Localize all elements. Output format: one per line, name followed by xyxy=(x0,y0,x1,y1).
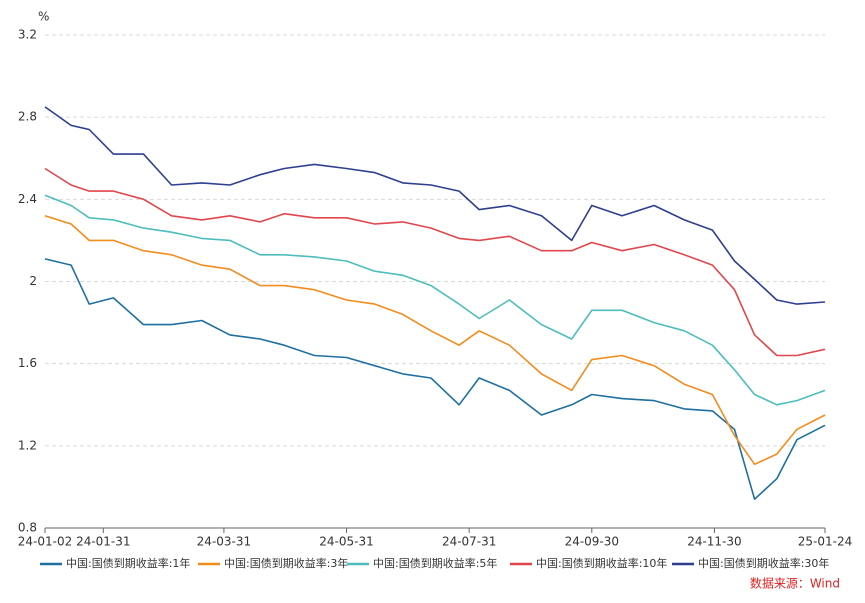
y-tick-label: 2 xyxy=(29,274,37,288)
legend-item: 中国:国债到期收益率:30年 xyxy=(672,556,829,570)
x-tick-label: 24-01-31 xyxy=(76,535,130,549)
x-tick-label: 24-07-31 xyxy=(442,535,496,549)
y-unit: % xyxy=(38,10,49,24)
x-tick-label: 24-11-30 xyxy=(687,535,741,549)
legend-item: 中国:国债到期收益率:3年 xyxy=(198,556,348,570)
series-line xyxy=(44,194,826,406)
y-tick-label: 2.8 xyxy=(18,110,37,124)
legend-label: 中国:国债到期收益率:3年 xyxy=(224,556,348,570)
y-tick-label: 0.8 xyxy=(18,521,37,535)
x-tick-label: 24-05-31 xyxy=(319,535,373,549)
legend-item: 中国:国债到期收益率:1年 xyxy=(40,556,190,570)
legend-label: 中国:国债到期收益率:30年 xyxy=(698,556,829,570)
legend-label: 中国:国债到期收益率:10年 xyxy=(536,556,667,570)
series-line xyxy=(44,167,826,357)
x-tick-label: 24-09-30 xyxy=(565,535,619,549)
source-note: 数据来源：Wind xyxy=(750,576,840,591)
y-tick-label: 2.4 xyxy=(18,192,37,206)
legend-item: 中国:国债到期收益率:5年 xyxy=(347,556,497,570)
series-line xyxy=(44,215,826,466)
y-tick-label: 1.2 xyxy=(18,438,37,452)
x-tick-label: 24-01-02 xyxy=(18,535,72,549)
x-tick-label: 24-03-31 xyxy=(197,535,251,549)
legend-item: 中国:国债到期收益率:10年 xyxy=(510,556,667,570)
legend-label: 中国:国债到期收益率:1年 xyxy=(66,556,190,570)
y-tick-label: 1.6 xyxy=(18,356,37,370)
legend-label: 中国:国债到期收益率:5年 xyxy=(373,556,497,570)
y-tick-label: 3.2 xyxy=(18,28,37,42)
series-line xyxy=(44,106,826,305)
x-tick-label: 25-01-24 xyxy=(798,535,852,549)
series-line xyxy=(44,258,826,500)
